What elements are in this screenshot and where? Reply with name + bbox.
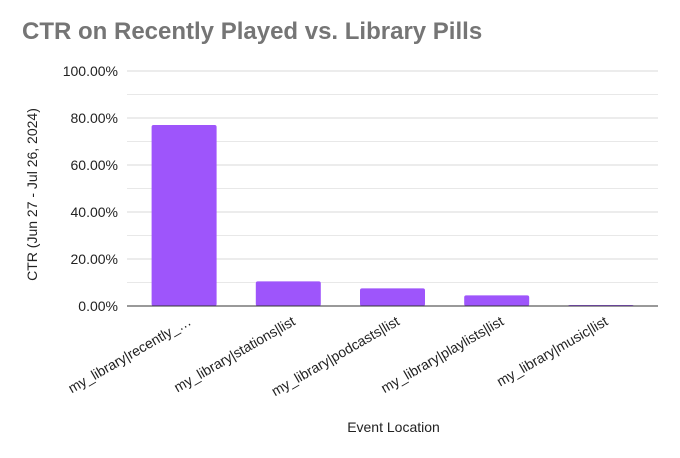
x-axis-tick-labels: my_library|recently_…my_library|stations…	[65, 313, 610, 399]
y-axis-tick-labels: 0.00% 20.00% 40.00% 60.00% 80.00% 100.00%	[63, 63, 118, 314]
y-tick-label: 80.00%	[71, 110, 118, 126]
y-tick-label: 0.00%	[78, 298, 118, 314]
bars	[151, 125, 634, 306]
x-axis-title: Event Location	[347, 419, 440, 435]
y-axis-title: CTR (Jun 27 - Jul 26, 2024)	[24, 108, 40, 281]
y-tick-label: 60.00%	[71, 157, 118, 173]
chart-title: CTR on Recently Played vs. Library Pills	[22, 18, 483, 45]
y-tick-label: 40.00%	[71, 204, 118, 220]
x-tick-label: my_library|music|list	[494, 313, 611, 390]
y-tick-label: 100.00%	[63, 63, 118, 79]
bar	[464, 295, 530, 306]
bar	[360, 288, 425, 306]
y-tick-label: 20.00%	[71, 251, 118, 267]
bar	[255, 281, 321, 306]
bar	[151, 125, 217, 306]
